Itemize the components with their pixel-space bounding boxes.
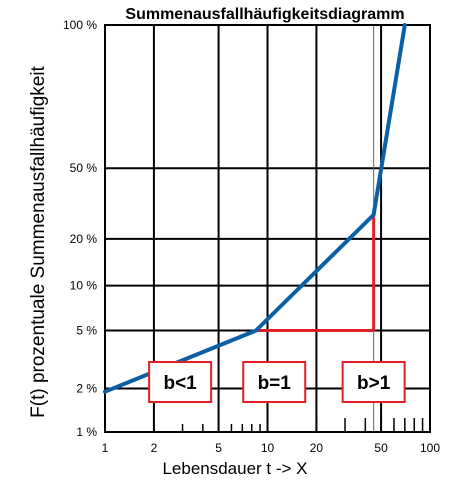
annotation-label: b<1 — [163, 373, 197, 394]
x-tick-label: 50 — [374, 441, 388, 455]
annotation-box — [341, 361, 406, 403]
x-tick-label: 5 — [215, 441, 222, 455]
y-tick-label: 50 % — [70, 161, 98, 175]
chart-title: Summenausfallhäufigkeitsdiagramm — [125, 6, 404, 23]
minor-ticks — [153, 418, 424, 432]
annotation-label: b=1 — [258, 373, 292, 394]
x-tick-label: 10 — [261, 441, 275, 455]
y-tick-label: 100 % — [63, 18, 97, 32]
annotation-label: b>1 — [357, 373, 391, 394]
annotations: b<1 b=1 b>1 — [148, 361, 406, 403]
x-tick-label: 20 — [310, 441, 324, 455]
x-tick-label: 100 — [420, 441, 440, 455]
y-axis-label: F(t) prozentuale Summenausfallhäufigkeit — [28, 65, 49, 417]
y-tick-label: 2 % — [76, 382, 97, 396]
series-layer — [103, 23, 407, 394]
x-tick-label: 1 — [102, 441, 109, 455]
annotation-3: b>1 — [341, 361, 406, 403]
annotation-2: b=1 — [242, 361, 307, 403]
annotation-1: b<1 — [148, 361, 213, 403]
reference-lines — [256, 214, 376, 332]
y-tick-label: 1 % — [76, 425, 97, 439]
series-line-0 — [103, 23, 407, 394]
y-tick-label: 10 % — [70, 279, 98, 293]
x-tick-label: 2 — [151, 441, 158, 455]
plot-frame — [104, 24, 431, 433]
y-tick-labels: 1 % 2 % 5 % 10 % 20 % 50 % 100 % — [63, 18, 97, 439]
x-axis-label: Lebensdauer t -> X — [162, 459, 307, 478]
x-tick-labels: 1 2 5 10 20 50 100 — [102, 441, 441, 455]
annotation-box — [242, 361, 307, 403]
annotation-box — [148, 361, 213, 403]
y-tick-label: 5 % — [76, 323, 97, 337]
y-tick-label: 20 % — [70, 232, 98, 246]
